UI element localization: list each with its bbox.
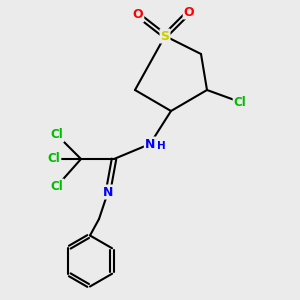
Text: H: H	[157, 141, 166, 152]
Text: O: O	[184, 5, 194, 19]
Text: Cl: Cl	[234, 95, 246, 109]
Text: Cl: Cl	[51, 128, 63, 142]
Text: Cl: Cl	[51, 179, 63, 193]
Text: N: N	[103, 185, 113, 199]
Text: O: O	[133, 8, 143, 22]
Text: N: N	[145, 137, 155, 151]
Text: S: S	[160, 29, 169, 43]
Text: Cl: Cl	[48, 152, 60, 166]
